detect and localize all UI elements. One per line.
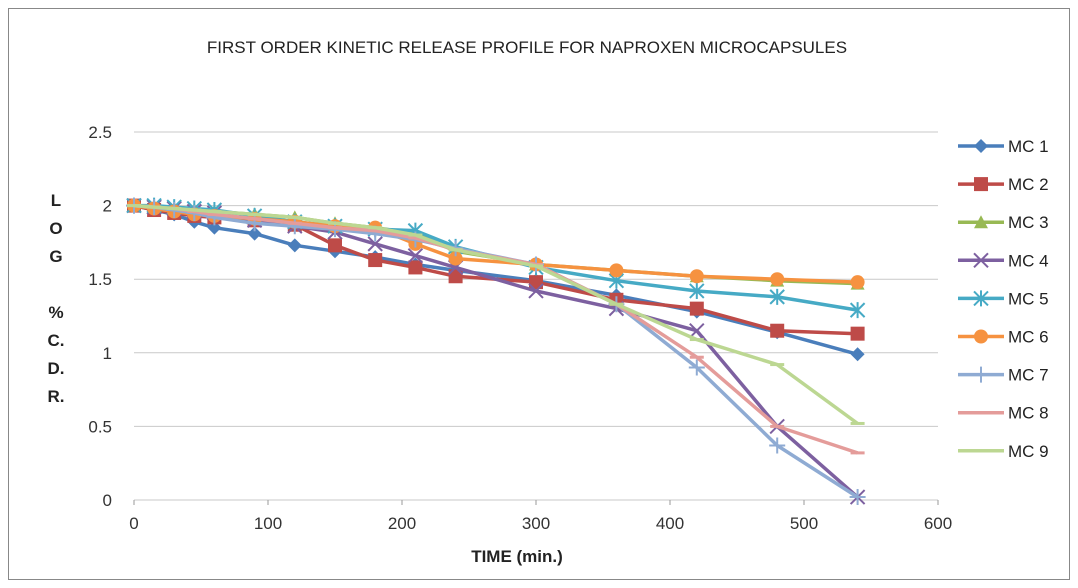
y-tick-label: 1.5 — [88, 270, 112, 289]
x-tick-label: 100 — [254, 514, 282, 533]
legend-item: MC 4 — [958, 251, 1049, 270]
legend-item: MC 3 — [958, 213, 1049, 232]
y-tick-labels: 0 0.5 1 1.5 2 2.5 — [88, 123, 112, 510]
legend-label: MC 1 — [1008, 137, 1049, 156]
legend-label: MC 7 — [1008, 366, 1049, 385]
data-point — [689, 323, 705, 339]
data-point — [849, 489, 866, 506]
legend-label: MC 2 — [1008, 175, 1049, 194]
legend: MC 1 MC 2 MC 3 MC 4 MC 5 MC 6 MC 7 MC 8 MC 9 — [958, 137, 1049, 461]
series-line — [133, 203, 858, 336]
legend-marker — [974, 139, 988, 153]
data-point — [689, 301, 704, 316]
legend-label: MC 6 — [1008, 328, 1049, 347]
legend-item: MC 5 — [958, 289, 1049, 308]
data-point — [368, 253, 383, 268]
data-point — [367, 236, 383, 252]
legend-label: MC 4 — [1008, 251, 1049, 270]
data-point — [689, 269, 704, 284]
y-axis-label: LOG% C. D. R. — [48, 191, 65, 406]
legend-label: MC 9 — [1008, 442, 1049, 461]
data-point — [408, 260, 423, 275]
data-point — [287, 238, 302, 253]
legend-item: MC 8 — [958, 404, 1049, 423]
x-tick-label: 600 — [924, 514, 952, 533]
legend-item: MC 2 — [958, 175, 1049, 194]
y-axis-label-line: R. — [48, 387, 65, 406]
x-tick-label: 0 — [129, 514, 138, 533]
data-point — [770, 323, 785, 338]
x-tick-label: 400 — [656, 514, 684, 533]
data-point — [850, 326, 865, 341]
x-tick-label: 500 — [790, 514, 818, 533]
data-point — [770, 272, 785, 287]
legend-marker — [974, 177, 988, 192]
legend-item: MC 9 — [958, 442, 1049, 461]
y-axis-label-line: % — [48, 303, 63, 322]
series-mc-4 — [126, 197, 866, 505]
series-layer — [126, 197, 866, 506]
y-axis-label-line: G — [49, 247, 62, 266]
legend-marker — [973, 290, 989, 307]
series-mc-8 — [127, 203, 865, 455]
series-line — [133, 203, 859, 499]
data-point — [448, 269, 463, 284]
legend-item: MC 7 — [958, 366, 1049, 385]
y-axis-label-line: O — [49, 219, 62, 238]
series-mc-9 — [127, 203, 865, 425]
data-point — [286, 218, 303, 235]
data-point — [529, 275, 543, 290]
y-axis-label-line: D. — [48, 359, 65, 378]
series-line — [133, 203, 859, 499]
data-point — [849, 302, 866, 319]
y-tick-label: 0 — [103, 491, 112, 510]
y-tick-label: 2.5 — [88, 123, 112, 142]
x-tick-label: 200 — [388, 514, 416, 533]
y-tick-label: 2 — [103, 197, 112, 216]
legend-marker — [974, 329, 988, 344]
legend-marker — [974, 215, 988, 229]
y-axis-label-line: C. — [48, 331, 65, 350]
data-point — [769, 288, 785, 305]
y-tick-label: 1 — [103, 344, 112, 363]
data-point — [247, 226, 262, 241]
x-tick-label: 300 — [522, 514, 550, 533]
data-point — [609, 263, 624, 278]
series-line — [133, 203, 859, 425]
x-tick-labels: 0 100 200 300 400 500 600 — [129, 500, 952, 533]
legend-label: MC 5 — [1008, 289, 1049, 308]
data-point — [850, 347, 865, 362]
legend-marker — [973, 252, 989, 269]
data-point — [769, 437, 786, 454]
legend-item: MC 6 — [958, 328, 1049, 347]
data-point — [850, 275, 865, 290]
legend-label: MC 3 — [1008, 213, 1049, 232]
legend-label: MC 8 — [1008, 404, 1049, 423]
y-tick-label: 0.5 — [88, 417, 112, 436]
data-point — [448, 251, 463, 266]
y-axis-label-line: L — [51, 191, 61, 210]
chart-title: FIRST ORDER KINETIC RELEASE PROFILE FOR … — [207, 38, 847, 57]
legend-marker — [973, 366, 989, 383]
data-point — [528, 283, 544, 299]
data-point — [688, 359, 705, 376]
x-axis-label: TIME (min.) — [471, 547, 563, 566]
series-mc-7 — [126, 197, 866, 506]
data-point — [689, 282, 705, 299]
data-point — [407, 247, 424, 264]
legend-item: MC 1 — [958, 137, 1049, 156]
gridlines — [134, 131, 938, 501]
data-point — [328, 238, 342, 253]
